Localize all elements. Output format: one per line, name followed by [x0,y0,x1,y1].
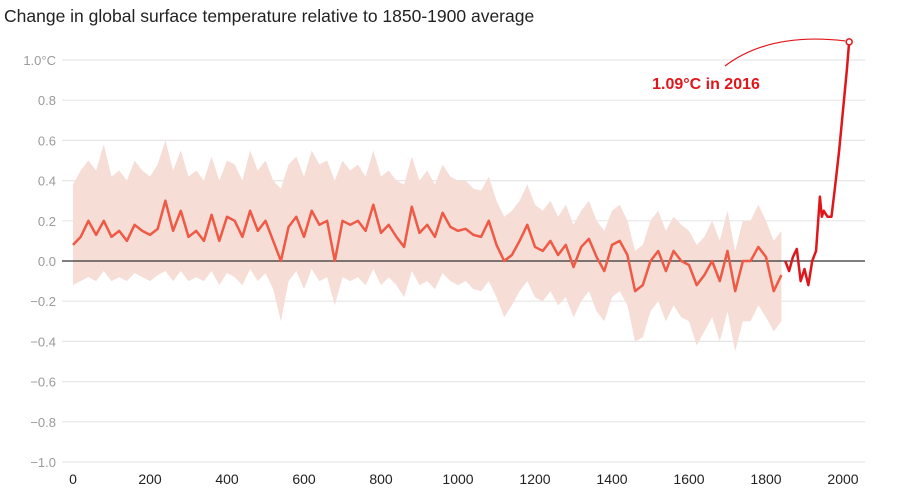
y-tick-label: −0.8 [30,415,56,430]
annotation-leader-line [724,38,846,67]
y-tick-label: 0.4 [38,174,56,189]
y-tick-label: −0.2 [30,294,56,309]
uncertainty-band [73,140,782,352]
x-tick-label: 800 [369,471,393,487]
x-tick-label: 2000 [827,471,858,487]
reconstruction-line [72,199,783,293]
y-tick-label: 1.0°C [23,53,56,68]
chart-title: Change in global surface temperature rel… [4,6,535,26]
x-tick-label: 1000 [442,471,473,487]
x-tick-label: 1200 [519,471,550,487]
x-tick-label: 1800 [750,471,781,487]
x-tick-label: 0 [69,471,77,487]
record-point-marker [845,38,853,46]
y-tick-label: −0.4 [30,334,56,349]
x-tick-label: 200 [138,471,162,487]
x-tick-label: 400 [215,471,239,487]
y-tick-label: 0.8 [38,93,56,108]
y-tick-label: 0.2 [38,214,56,229]
y-tick-label: 0.0 [38,254,56,269]
x-tick-label: 1400 [596,471,627,487]
annotation-label: 1.09°C in 2016 [652,76,760,93]
y-tick-label: 0.6 [38,133,56,148]
x-tick-label: 600 [292,471,316,487]
x-tick-label: 1600 [673,471,704,487]
instrumental-line [784,41,851,287]
y-tick-label: −1.0 [30,455,56,470]
y-tick-label: −0.6 [30,375,56,390]
